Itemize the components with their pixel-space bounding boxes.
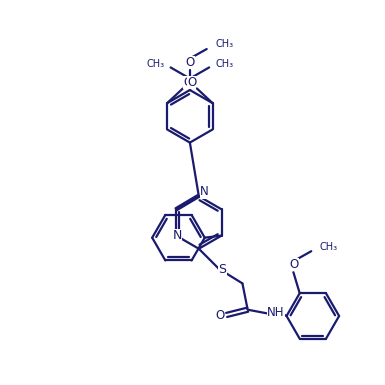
Text: O: O — [186, 56, 195, 69]
Text: O: O — [216, 310, 225, 323]
Text: O: O — [187, 75, 196, 89]
Text: O: O — [184, 75, 193, 89]
Text: S: S — [218, 263, 226, 276]
Text: N: N — [200, 186, 209, 199]
Text: NH: NH — [267, 306, 285, 319]
Text: CH₃: CH₃ — [216, 59, 234, 69]
Text: O: O — [290, 258, 299, 271]
Text: CH₃: CH₃ — [320, 242, 338, 252]
Text: CH₃: CH₃ — [146, 59, 164, 69]
Text: CH₃: CH₃ — [215, 39, 233, 49]
Text: N: N — [173, 229, 182, 242]
